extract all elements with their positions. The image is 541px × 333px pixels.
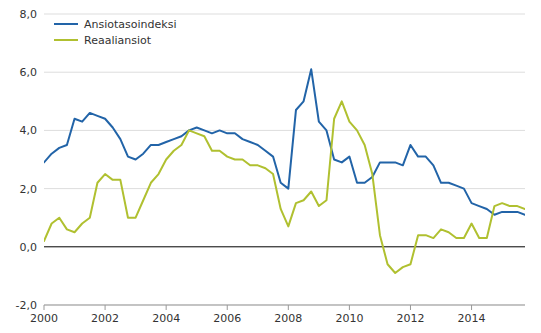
y-tick-label: 8,0	[20, 8, 38, 21]
y-tick-label: 4,0	[20, 124, 38, 137]
y-grid	[44, 14, 525, 305]
x-tick-label: 2008	[274, 312, 302, 325]
y-tick-label: 2,0	[20, 183, 38, 196]
series-lines	[44, 69, 525, 273]
grid-line	[44, 305, 525, 306]
x-tick-label: 2014	[458, 312, 486, 325]
x-tick	[349, 305, 350, 310]
x-tick-label: 2010	[335, 312, 363, 325]
x-tick	[227, 305, 228, 310]
legend-label: Ansiotasoindeksi	[84, 18, 176, 31]
y-axis: -2,0 0,0 2,0 4,0 6,0 8,0	[16, 8, 37, 312]
x-tick-label: 2004	[152, 312, 180, 325]
x-axis: 2000 2002 2004 2006 2008 2010 2012 2014	[30, 305, 525, 325]
x-tick	[288, 305, 289, 310]
x-tick	[471, 305, 472, 310]
legend-swatch	[54, 39, 78, 41]
y-tick-label: -2,0	[16, 299, 37, 312]
zero-line	[44, 246, 525, 247]
y-tick-label: 6,0	[20, 66, 38, 79]
x-tick-label: 2000	[30, 312, 58, 325]
chart-container: -2,00,02,04,06,08,0200020022004200620082…	[0, 0, 541, 333]
series-line	[44, 69, 525, 215]
chart-svg: -2,00,02,04,06,08,0200020022004200620082…	[0, 0, 541, 333]
x-tick	[105, 305, 106, 310]
x-axis-line	[44, 305, 525, 306]
x-tick	[44, 305, 45, 310]
x-tick-label: 2002	[91, 312, 119, 325]
legend-swatch	[54, 23, 78, 25]
x-tick	[410, 305, 411, 310]
grid-line	[44, 72, 525, 73]
x-tick-label: 2006	[213, 312, 241, 325]
x-tick-label: 2012	[396, 312, 424, 325]
series-line	[44, 101, 525, 273]
legend-label: Reaaliansiot	[84, 34, 152, 47]
y-tick-label: 0,0	[20, 241, 38, 254]
legend: Ansiotasoindeksi Reaaliansiot	[54, 18, 176, 47]
grid-line	[44, 14, 525, 15]
grid-line	[44, 130, 525, 131]
x-tick	[166, 305, 167, 310]
grid-line	[44, 188, 525, 189]
